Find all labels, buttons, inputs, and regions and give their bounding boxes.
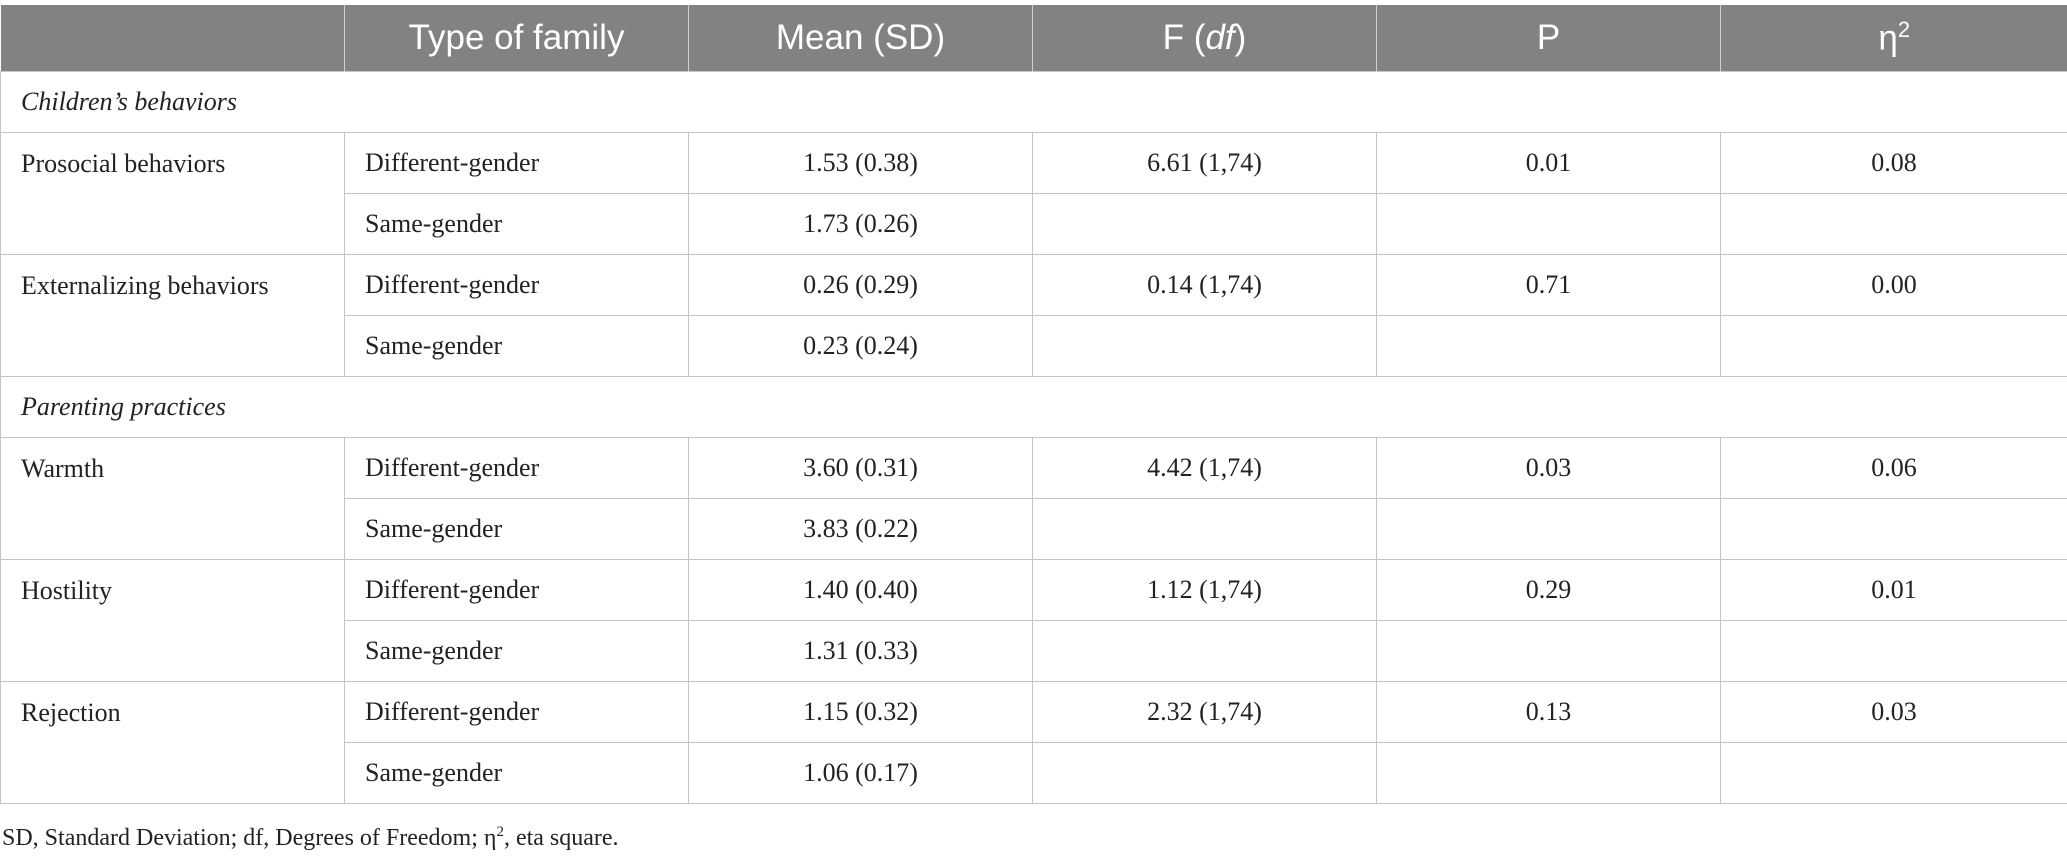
family-type-cell: Different-gender (344, 254, 689, 316)
variable-name: Warmth (0, 437, 345, 560)
variable-name: Hostility (0, 559, 345, 682)
table-row: Same-gender 0.23 (0.24) (1, 315, 2067, 377)
table-row: Hostility Different-gender 1.40 (0.40) 1.12… (0, 559, 2067, 682)
mean-sd-cell: 1.40 (0.40) (688, 559, 1033, 621)
footnote-text-1: SD, Standard Deviation; df, Degrees of F… (2, 825, 497, 851)
footnote-text-2: , eta square. (503, 825, 619, 851)
header-eta-squared: η2 (1720, 5, 2067, 72)
p-cell: 0.71 (1376, 254, 1721, 316)
table-footnote: SD, Standard Deviation; df, Degrees of F… (2, 824, 619, 852)
f-cell: 1.12 (1,74) (1032, 559, 1377, 621)
header-row: Type of family Mean (SD) F (df) P η2 (0, 5, 2067, 72)
eta-squared-cell (1720, 193, 2067, 255)
results-table: Type of family Mean (SD) F (df) P η2 Chi… (0, 5, 2067, 804)
mean-sd-cell: 1.06 (0.17) (688, 742, 1033, 804)
variable-name: Externalizing behaviors (0, 254, 345, 377)
eta-squared-cell (1720, 315, 2067, 377)
eta-squared-cell (1720, 620, 2067, 682)
mean-sd-cell: 3.60 (0.31) (688, 437, 1033, 499)
p-cell (1376, 193, 1721, 255)
variable-name: Prosocial behaviors (0, 132, 345, 255)
table-row: Externalizing behaviors Different-gender 0… (0, 254, 2067, 377)
p-cell: 0.03 (1376, 437, 1721, 499)
section-label: Parenting practices (0, 376, 2067, 438)
p-cell: 0.13 (1376, 681, 1721, 743)
table-row: Warmth Different-gender 3.60 (0.31) 4.42 (1… (0, 437, 2067, 560)
header-p: P (1376, 5, 1721, 72)
header-eta-symbol: η (1878, 18, 1898, 58)
mean-sd-cell: 0.26 (0.29) (688, 254, 1033, 316)
table-body: Children’s behaviors Prosocial behaviors D… (0, 71, 2067, 804)
family-type-cell: Same-gender (344, 742, 689, 804)
header-df: df (1205, 18, 1235, 57)
mean-sd-cell: 0.23 (0.24) (688, 315, 1033, 377)
p-cell (1376, 620, 1721, 682)
footnote-superscript: 2 (496, 824, 504, 840)
f-cell: 0.14 (1,74) (1032, 254, 1377, 316)
table-row: Rejection Different-gender 1.15 (0.32) 2.32… (0, 681, 2067, 804)
section-row: Parenting practices (0, 376, 2067, 438)
mean-sd-cell: 1.53 (0.38) (688, 132, 1033, 194)
p-cell (1376, 498, 1721, 560)
p-cell (1376, 742, 1721, 804)
eta-squared-cell: 0.03 (1720, 681, 2067, 743)
eta-squared-cell (1720, 498, 2067, 560)
f-cell: 2.32 (1,74) (1032, 681, 1377, 743)
family-type-cell: Same-gender (344, 498, 689, 560)
mean-sd-cell: 3.83 (0.22) (688, 498, 1033, 560)
f-cell: 6.61 (1,74) (1032, 132, 1377, 194)
section-row: Children’s behaviors (0, 71, 2067, 133)
p-cell: 0.01 (1376, 132, 1721, 194)
f-cell (1032, 315, 1377, 377)
eta-squared-cell: 0.01 (1720, 559, 2067, 621)
family-type-cell: Same-gender (344, 620, 689, 682)
section-label: Children’s behaviors (0, 71, 2067, 133)
header-eta-superscript: 2 (1897, 17, 1911, 43)
eta-squared-cell: 0.06 (1720, 437, 2067, 499)
f-cell (1032, 620, 1377, 682)
table-row: Prosocial behaviors Different-gender 1.53 … (0, 132, 2067, 255)
f-cell (1032, 498, 1377, 560)
table-row: Same-gender 1.06 (0.17) (1, 742, 2067, 804)
header-f: F (df) (1032, 5, 1377, 72)
header-mean-sd: Mean (SD) (688, 5, 1033, 72)
f-cell: 4.42 (1,74) (1032, 437, 1377, 499)
p-cell: 0.29 (1376, 559, 1721, 621)
eta-squared-cell (1720, 742, 2067, 804)
f-cell (1032, 193, 1377, 255)
table-row: Same-gender 1.73 (0.26) (1, 193, 2067, 255)
family-type-cell: Different-gender (344, 132, 689, 194)
mean-sd-cell: 1.73 (0.26) (688, 193, 1033, 255)
family-type-cell: Same-gender (344, 315, 689, 377)
p-cell (1376, 315, 1721, 377)
table-row: Same-gender 1.31 (0.33) (1, 620, 2067, 682)
header-type-of-family: Type of family (344, 5, 689, 72)
mean-sd-cell: 1.15 (0.32) (688, 681, 1033, 743)
f-cell (1032, 742, 1377, 804)
header-f-label: F (1162, 18, 1185, 57)
header-variable (0, 5, 345, 72)
mean-sd-cell: 1.31 (0.33) (688, 620, 1033, 682)
eta-squared-cell: 0.08 (1720, 132, 2067, 194)
family-type-cell: Different-gender (344, 681, 689, 743)
table-row: Same-gender 3.83 (0.22) (1, 498, 2067, 560)
family-type-cell: Different-gender (344, 437, 689, 499)
variable-name: Rejection (0, 681, 345, 804)
eta-squared-cell: 0.00 (1720, 254, 2067, 316)
family-type-cell: Same-gender (344, 193, 689, 255)
family-type-cell: Different-gender (344, 559, 689, 621)
